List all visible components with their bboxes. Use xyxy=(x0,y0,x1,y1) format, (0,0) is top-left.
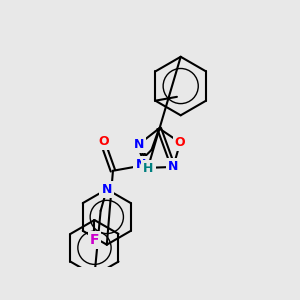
Text: N: N xyxy=(134,137,144,151)
Text: H: H xyxy=(143,162,154,175)
Text: O: O xyxy=(98,135,109,148)
Text: N: N xyxy=(102,183,112,196)
Text: N: N xyxy=(136,158,146,171)
Text: O: O xyxy=(175,136,185,149)
Text: N: N xyxy=(168,160,178,173)
Text: F: F xyxy=(90,233,99,247)
